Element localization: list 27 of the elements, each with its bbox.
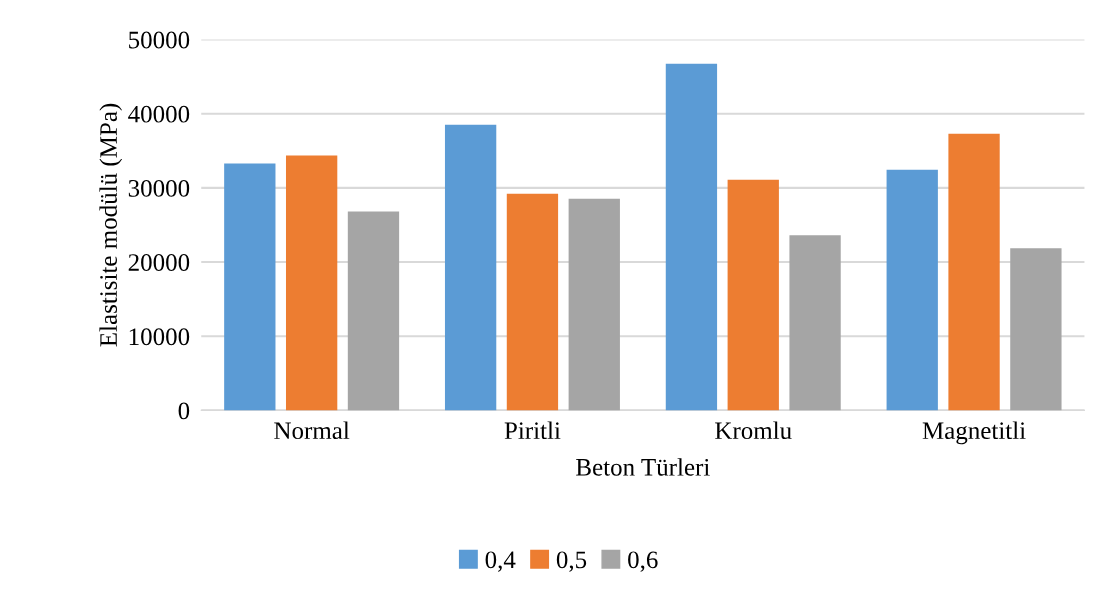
x-tick-label: Normal [274, 421, 350, 440]
x-tick-label: Kromlu [715, 421, 792, 440]
bar [727, 179, 779, 411]
legend-label: 0,4 [485, 551, 516, 572]
bar [948, 133, 1000, 411]
x-tick-label: Magnetitli [922, 421, 1026, 445]
bar [665, 63, 718, 411]
y-tick-label: 20000 [128, 254, 190, 271]
bar [347, 211, 400, 411]
bar [506, 193, 559, 411]
bar [1010, 248, 1062, 411]
bar [789, 235, 841, 411]
x-tick-label: Piritli [504, 421, 561, 440]
y-tick-label: 30000 [128, 179, 190, 197]
bar [285, 155, 338, 411]
legend-label: 0,5 [556, 551, 587, 572]
bar [568, 198, 620, 411]
y-axis-title: Elastisite modülü (MPa) [99, 103, 123, 347]
y-tick-label: 10000 [129, 328, 190, 346]
bar [224, 163, 276, 411]
bar [444, 124, 497, 411]
legend-label: 0,6 [628, 551, 658, 572]
y-tick-label: 0 [178, 402, 190, 420]
y-tick-label: 40000 [128, 105, 190, 123]
bar [886, 169, 938, 411]
y-tick-label: 50000 [129, 31, 190, 49]
x-axis-title: Beton Türleri [576, 458, 710, 476]
